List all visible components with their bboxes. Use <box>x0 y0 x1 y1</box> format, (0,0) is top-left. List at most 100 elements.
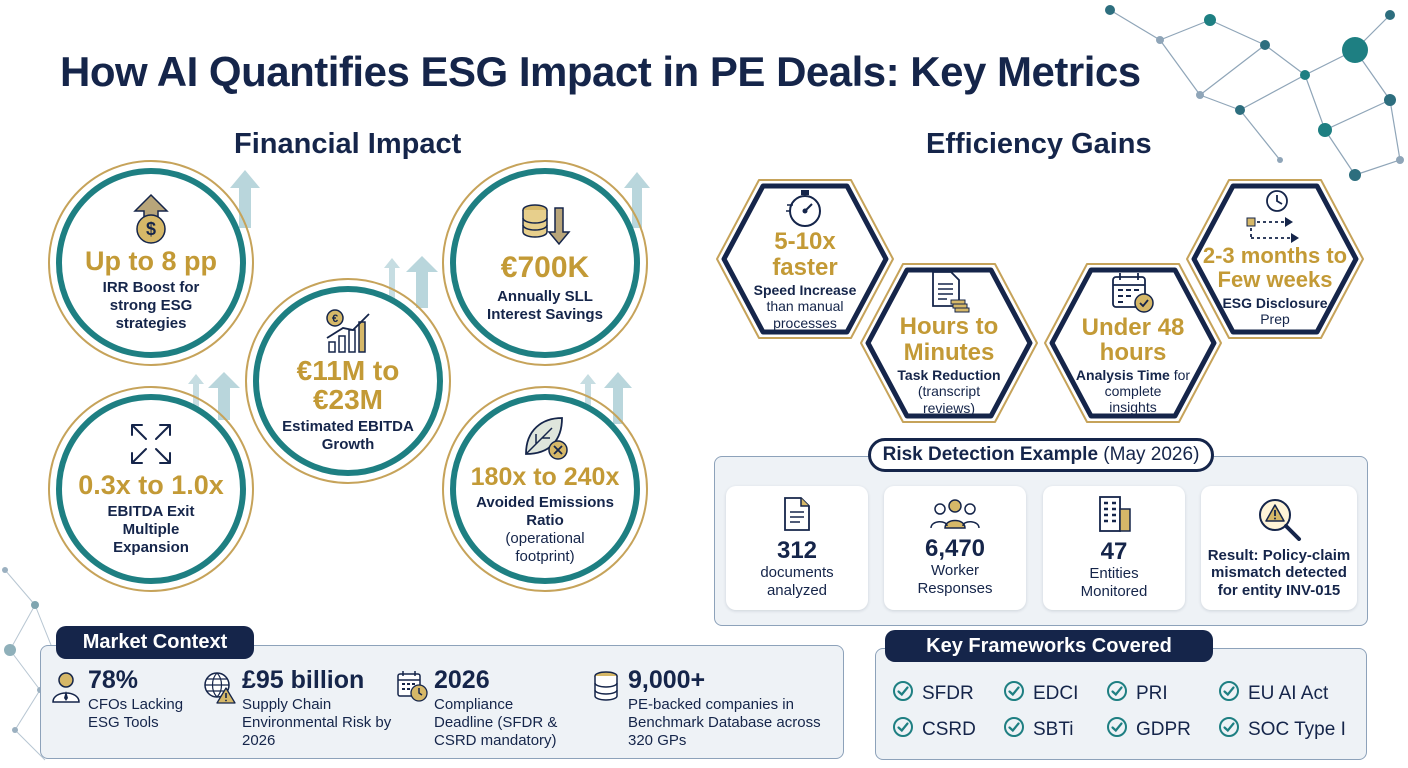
disclosure-sub: Prep <box>1260 311 1290 328</box>
market-panel <box>40 645 844 759</box>
analysis-value: Under 48 hours <box>1081 313 1185 366</box>
supply-value: £95 billion <box>242 666 365 694</box>
speed-sub: than manual processes <box>766 298 844 331</box>
emissions-value: 180x to 240x <box>470 462 620 491</box>
cfo-label: CFOs Lacking ESG Tools <box>88 696 184 731</box>
analysis-sub: complete insights <box>1104 383 1162 416</box>
analysis-label-line: Analysis Time for <box>1073 367 1193 383</box>
workers-label: Worker Responses <box>917 562 993 598</box>
disclosure-value: 2-3 months to Few weeks <box>1202 243 1348 292</box>
entities-value: 47 <box>1100 537 1128 565</box>
sll-label: Annually SLL Interest Savings <box>487 287 603 323</box>
framework-label: CSRD <box>922 719 976 740</box>
check-circle-icon <box>1106 716 1128 744</box>
analysis-label-tail: for <box>1169 367 1191 384</box>
page-title: How AI Quantifies ESG Impact in PE Deals… <box>60 48 1141 95</box>
cfo-value: 78% <box>88 666 139 694</box>
up-arrows-decoration <box>230 170 260 228</box>
market-item-deadline: 2026 Compliance Deadline (SFDR & CSRD ma… <box>396 668 574 750</box>
up-arrows-decoration <box>624 172 650 228</box>
stopwatch-icon <box>785 187 825 229</box>
framework-item: EU AI Act <box>1218 680 1328 708</box>
check-circle-icon <box>1218 680 1240 708</box>
multiple-value: 0.3x to 1.0x <box>78 469 224 500</box>
framework-item: EDCI <box>1003 680 1078 708</box>
task-label: Task Reduction <box>897 366 1001 383</box>
market-item-cfo: 78% CFOs Lacking ESG Tools <box>50 668 198 732</box>
financial-card-emissions: 180x to 240x Avoided Emissions Ratio (op… <box>442 386 648 592</box>
warning-magnifier-icon <box>1255 497 1303 542</box>
multiple-label: EBITDA Exit Multiple Expansion <box>107 503 195 557</box>
efficiency-heading: Efficiency Gains <box>926 128 1152 160</box>
check-circle-icon <box>1106 680 1128 708</box>
irr-value: Up to 8 pp <box>85 245 217 276</box>
document-stack-icon <box>927 270 971 314</box>
irr-label: IRR Boost for strong ESG strategies <box>102 279 200 333</box>
calendar-check-icon <box>1110 271 1156 315</box>
market-item-benchmark: 9,000+ PE-backed companies in Benchmark … <box>592 668 824 750</box>
financial-card-ebitda: € €11M to €23M Estimated EBITDA Growth <box>245 278 451 484</box>
financial-heading: Financial Impact <box>234 128 462 160</box>
documents-value: 312 <box>776 536 818 564</box>
result-label: Result: Policy-claim mismatch detected f… <box>1207 547 1351 599</box>
up-arrows-decoration <box>384 256 438 308</box>
framework-item: CSRD <box>892 716 976 744</box>
check-circle-icon <box>892 716 914 744</box>
risk-heading: Risk Detection Example (May 2026) <box>868 438 1214 472</box>
framework-label: EU AI Act <box>1248 683 1329 704</box>
ebitda-label: Estimated EBITDA Growth <box>282 418 414 454</box>
risk-card-result: Result: Policy-claim mismatch detected f… <box>1201 486 1357 610</box>
check-circle-icon <box>892 680 914 708</box>
analysis-label: Analysis Time <box>1075 367 1170 384</box>
framework-item: SOC Type I <box>1218 716 1346 744</box>
framework-label: SFDR <box>922 683 974 704</box>
financial-card-irr: $ Up to 8 pp IRR Boost for strong ESG st… <box>48 160 254 366</box>
market-item-supply: £95 billion Supply Chain Environmental R… <box>202 668 392 750</box>
benchmark-label: PE-backed companies in Benchmark Databas… <box>628 696 821 749</box>
deadline-value: 2026 <box>434 666 490 694</box>
database-icon <box>592 670 620 750</box>
framework-item: SBTi <box>1003 716 1073 744</box>
disclosure-label: ESG Disclosure <box>1222 294 1328 311</box>
globe-warning-icon <box>202 670 236 750</box>
deadline-label: Compliance Deadline (SFDR & CSRD mandato… <box>434 696 558 749</box>
efficiency-card-analysis: Under 48 hours Analysis Time for complet… <box>1041 260 1225 426</box>
task-value: Hours to Minutes <box>899 313 999 366</box>
risk-heading-date: (May 2026) <box>1103 444 1200 465</box>
risk-heading-text: Risk Detection Example <box>882 444 1099 465</box>
market-heading: Market Context <box>56 626 254 659</box>
framework-item: SFDR <box>892 680 974 708</box>
framework-item: PRI <box>1106 680 1168 708</box>
frameworks-heading: Key Frameworks Covered <box>885 630 1213 662</box>
framework-label: EDCI <box>1033 683 1079 704</box>
dollar-up-icon: $ <box>131 193 171 245</box>
ebitda-value: €11M to €23M <box>296 354 400 415</box>
efficiency-card-speed: 5-10x faster Speed Increase than manual … <box>713 176 897 342</box>
supply-label: Supply Chain Environmental Risk by 2026 <box>242 696 392 749</box>
leaf-x-icon <box>520 412 570 462</box>
check-circle-icon <box>1003 716 1025 744</box>
framework-label: GDPR <box>1136 719 1191 740</box>
svg-text:$: $ <box>146 219 156 239</box>
efficiency-card-disclosure: 2-3 months to Few weeks ESG Disclosure P… <box>1183 176 1367 342</box>
clock-timeline-icon <box>1245 190 1305 244</box>
calendar-clock-icon <box>396 670 428 750</box>
financial-card-multiple: 0.3x to 1.0x EBITDA Exit Multiple Expans… <box>48 386 254 592</box>
emissions-sub: (operational footprint) <box>505 530 585 566</box>
network-decoration <box>1105 5 1404 181</box>
task-sub: (transcript reviews) <box>917 383 981 416</box>
speed-label: Speed Increase <box>753 281 857 298</box>
coins-down-icon <box>519 202 571 248</box>
workers-value: 6,470 <box>924 534 986 562</box>
risk-card-entities: 47 Entities Monitored <box>1043 486 1185 610</box>
check-circle-icon <box>1218 716 1240 744</box>
framework-label: SOC Type I <box>1248 719 1346 740</box>
document-icon <box>783 496 811 532</box>
svg-text:€: € <box>332 313 338 325</box>
risk-card-documents: 312 documents analyzed <box>726 486 868 610</box>
people-icon <box>929 498 981 530</box>
framework-label: PRI <box>1136 683 1168 704</box>
emissions-label: Avoided Emissions Ratio <box>476 494 614 530</box>
framework-item: GDPR <box>1106 716 1191 744</box>
building-icon <box>1094 495 1134 533</box>
